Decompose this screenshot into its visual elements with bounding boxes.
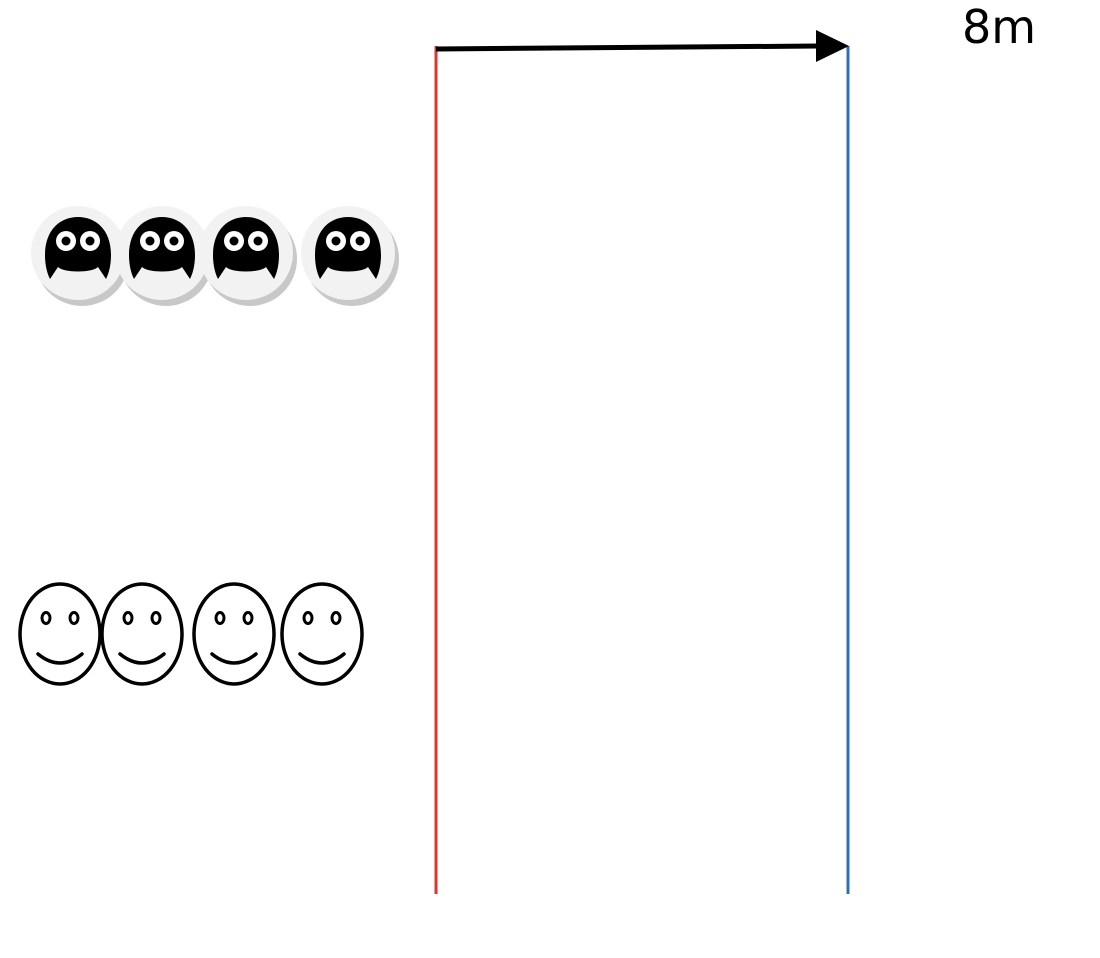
owl-badge-icon [115,206,213,306]
owl-badge-icon [301,206,399,306]
distance-label: 8m [962,0,1037,54]
smiley-face-row [18,582,364,686]
smiley-face-icon [192,582,276,686]
smiley-face-icon [18,582,102,686]
smiley-face-icon [280,582,364,686]
owl-badge-icon [31,206,129,306]
owl-badge-row [31,206,399,306]
distance-arrow [435,30,849,62]
smiley-face-icon [100,582,184,686]
owl-badge-icon [199,206,297,306]
